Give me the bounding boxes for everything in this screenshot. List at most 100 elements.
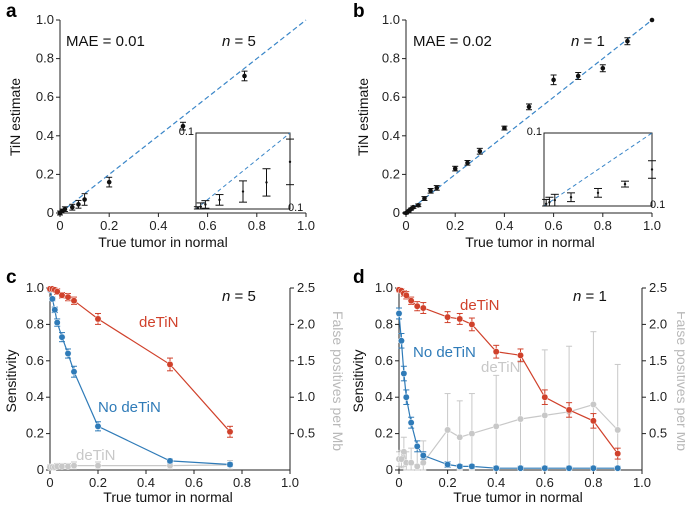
panel-b-inset-point (544, 202, 548, 206)
panel-d-y2label: False positives per Mb (674, 311, 685, 451)
panel-b-point (477, 148, 483, 154)
panel-b-inset-point (623, 182, 627, 186)
panel-d-series-detin-point (468, 320, 476, 328)
panel-b-n-value: 1 (596, 33, 604, 50)
panel-a-inset-point (204, 203, 207, 206)
panel-c-ylabel: Sensitivity (3, 349, 19, 412)
panel-d-series-no-detin-point (517, 464, 524, 472)
panel-a-inset-point (265, 181, 268, 184)
panel-d-series-no-detin-point (402, 393, 410, 401)
panel-d-label-fp: deTiN (481, 359, 520, 376)
panel-c-series-detin-point (64, 293, 72, 301)
panel-c-series-detin-point (226, 428, 234, 436)
panel-d-series-detin-point (541, 393, 549, 401)
panel-a-point (106, 179, 112, 185)
panel-d-series-detin-point (444, 313, 452, 321)
panel-d-series-no-detin-point (407, 419, 415, 427)
panel-c-ytick-label: 0.4 (26, 389, 44, 404)
panel-b-point (551, 77, 556, 83)
panel-a-inset-point (241, 190, 245, 193)
panel-a-n-value: 5 (247, 33, 255, 50)
panel-d-series-detin-fp-point (407, 459, 415, 467)
panel-d-series-no-detin-point (400, 370, 408, 377)
panel-d-ytick-label: 0.6 (375, 353, 393, 368)
panel-c-n-value: 5 (247, 288, 255, 305)
panel-c-xtick-label: 0.8 (233, 475, 251, 490)
panel-d-series-detin-point (589, 417, 597, 425)
panel-b-inset-point (650, 168, 654, 171)
panel-d-series-no-detin-point (492, 464, 500, 472)
panel-d-n-value: 1 (598, 288, 606, 305)
panel-d-series-detin-point (413, 302, 421, 310)
panel-a-inset-ylabel: 0.1 (179, 126, 194, 138)
panel-b-xtick-label: 1.0 (643, 218, 661, 233)
panel-a-xtick-label: 0 (56, 218, 63, 233)
panel-d-ytick-label: 0.8 (375, 316, 393, 331)
panel-b-point (465, 160, 470, 166)
panel-c-y2tick-label: 2.5 (297, 280, 315, 295)
panel-a-inset-point (199, 205, 202, 208)
panel-c-ytick-label: 0.6 (26, 353, 44, 368)
panel-b-n: n = 1 (571, 33, 605, 50)
panel-d-series-detin-point (402, 291, 410, 299)
panel-c-y2tick-label: 1.5 (297, 353, 315, 368)
panel-c-series-no-detin-point (226, 461, 234, 468)
panel-c-series-no-detin-point (94, 422, 102, 430)
panel-c-series-detin-fp-point (64, 462, 72, 470)
panel-b-xtick-label: 0.4 (495, 218, 513, 233)
panel-c-ytick-label: 0.2 (26, 426, 44, 441)
panel-a-xtick-label: 0.8 (248, 218, 266, 233)
panel-a-ytick-label: 0 (47, 205, 54, 220)
panel-b-inset-point (553, 198, 556, 202)
panel-c-label-fp: deTiN (76, 447, 115, 464)
panel-d-y2tick-label: 2.5 (649, 280, 667, 295)
panel-c-y2label: False positives per Mb (330, 311, 346, 451)
panel-b-xtick-label: 0.6 (545, 218, 563, 233)
panel-b-inset-point (569, 196, 573, 199)
panel-c-series-no-detin-point (53, 319, 61, 327)
panel-d-xtick-label: 0.2 (439, 475, 457, 490)
panel-c-series-no-detin-point (48, 295, 56, 303)
panel-c-n: n = 5 (222, 288, 256, 305)
panel-a-point (62, 206, 68, 212)
panel-d-xtick-label: 0 (395, 475, 402, 490)
panel-c-series-detin-fp-point (70, 462, 78, 470)
panel-a-identity-line (59, 19, 307, 214)
panel-b-point (649, 17, 655, 23)
panel-d-series-detin-fp-point (413, 462, 421, 470)
panel-c-letter: c (6, 267, 17, 288)
panel-b-point (600, 65, 606, 71)
panel-a-ytick-label: 0.2 (36, 166, 54, 181)
panel-a-inset-xlabel: 0.1 (288, 202, 303, 214)
panel-c-y2tick-label: 1.0 (297, 389, 315, 404)
panel-d-xtick-label: 0.4 (487, 475, 505, 490)
panel-c-label-detin: deTiN (139, 314, 178, 331)
panel-b-identity-line (405, 19, 653, 214)
panel-d-label-nodetin: No deTiN (413, 344, 476, 361)
panel-d-series-detin-point (614, 450, 622, 458)
panel-d-ytick-label: 0.2 (375, 426, 393, 441)
panel-d-series-detin-fp-point (444, 426, 452, 434)
panel-d-y2tick-label: 0.5 (649, 426, 667, 441)
panel-d-series-no-detin-point (397, 337, 405, 345)
panel-d-series-no-detin-point (419, 451, 427, 459)
panel-d-series-no-detin-point (413, 442, 421, 450)
panel-c-series-detin-point (166, 360, 174, 368)
panel-c-xtick-label: 0 (46, 475, 53, 490)
panel-d-y2tick-label: 1.5 (649, 353, 667, 368)
panel-d-series-detin-point (492, 348, 500, 356)
panel-a-ytick-label: 0.4 (36, 128, 54, 143)
panel-b-xtick-label: 0.8 (594, 218, 612, 233)
panel-d-series-no-detin-point (589, 464, 597, 472)
panel-d-xtick-label: 1.0 (633, 475, 651, 490)
panel-d-series-no-detin-point (565, 464, 573, 472)
panel-d-series-detin-point (456, 315, 464, 323)
panel-b-ytick-label: 0.2 (382, 166, 400, 181)
panel-a-point (242, 73, 247, 79)
panel-c-y2tick-label: 2.0 (297, 316, 315, 331)
panel-d-series-no-detin-point (456, 462, 464, 470)
panel-c-series-no-detin-point (58, 333, 66, 341)
panel-d-n: n = 1 (573, 288, 607, 305)
panel-b-ytick-label: 0.8 (382, 51, 400, 66)
